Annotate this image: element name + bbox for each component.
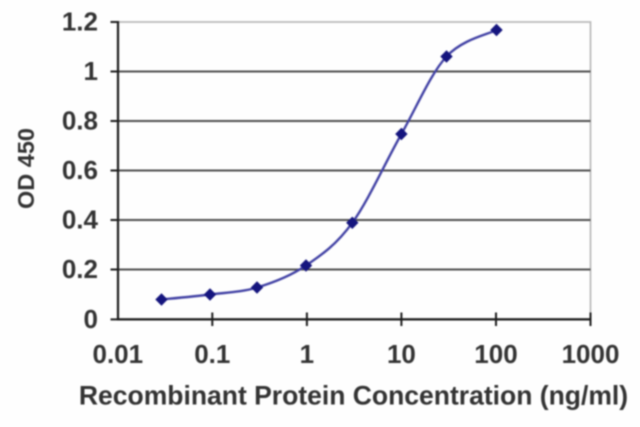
svg-text:1: 1 xyxy=(300,339,314,369)
svg-text:Recombinant Protein Concentrat: Recombinant Protein Concentration (ng/ml… xyxy=(79,381,628,411)
svg-text:0.6: 0.6 xyxy=(62,155,98,185)
svg-text:0.01: 0.01 xyxy=(92,339,143,369)
svg-text:0.2: 0.2 xyxy=(62,254,98,284)
svg-text:1000: 1000 xyxy=(562,339,620,369)
svg-text:0: 0 xyxy=(84,304,98,334)
svg-text:100: 100 xyxy=(474,339,517,369)
svg-text:1: 1 xyxy=(84,56,98,86)
svg-text:1.2: 1.2 xyxy=(62,7,98,37)
svg-text:0.8: 0.8 xyxy=(62,106,98,136)
svg-text:OD 450: OD 450 xyxy=(13,128,39,209)
svg-text:10: 10 xyxy=(387,339,416,369)
svg-text:0.1: 0.1 xyxy=(194,339,230,369)
svg-text:0.4: 0.4 xyxy=(62,205,99,235)
